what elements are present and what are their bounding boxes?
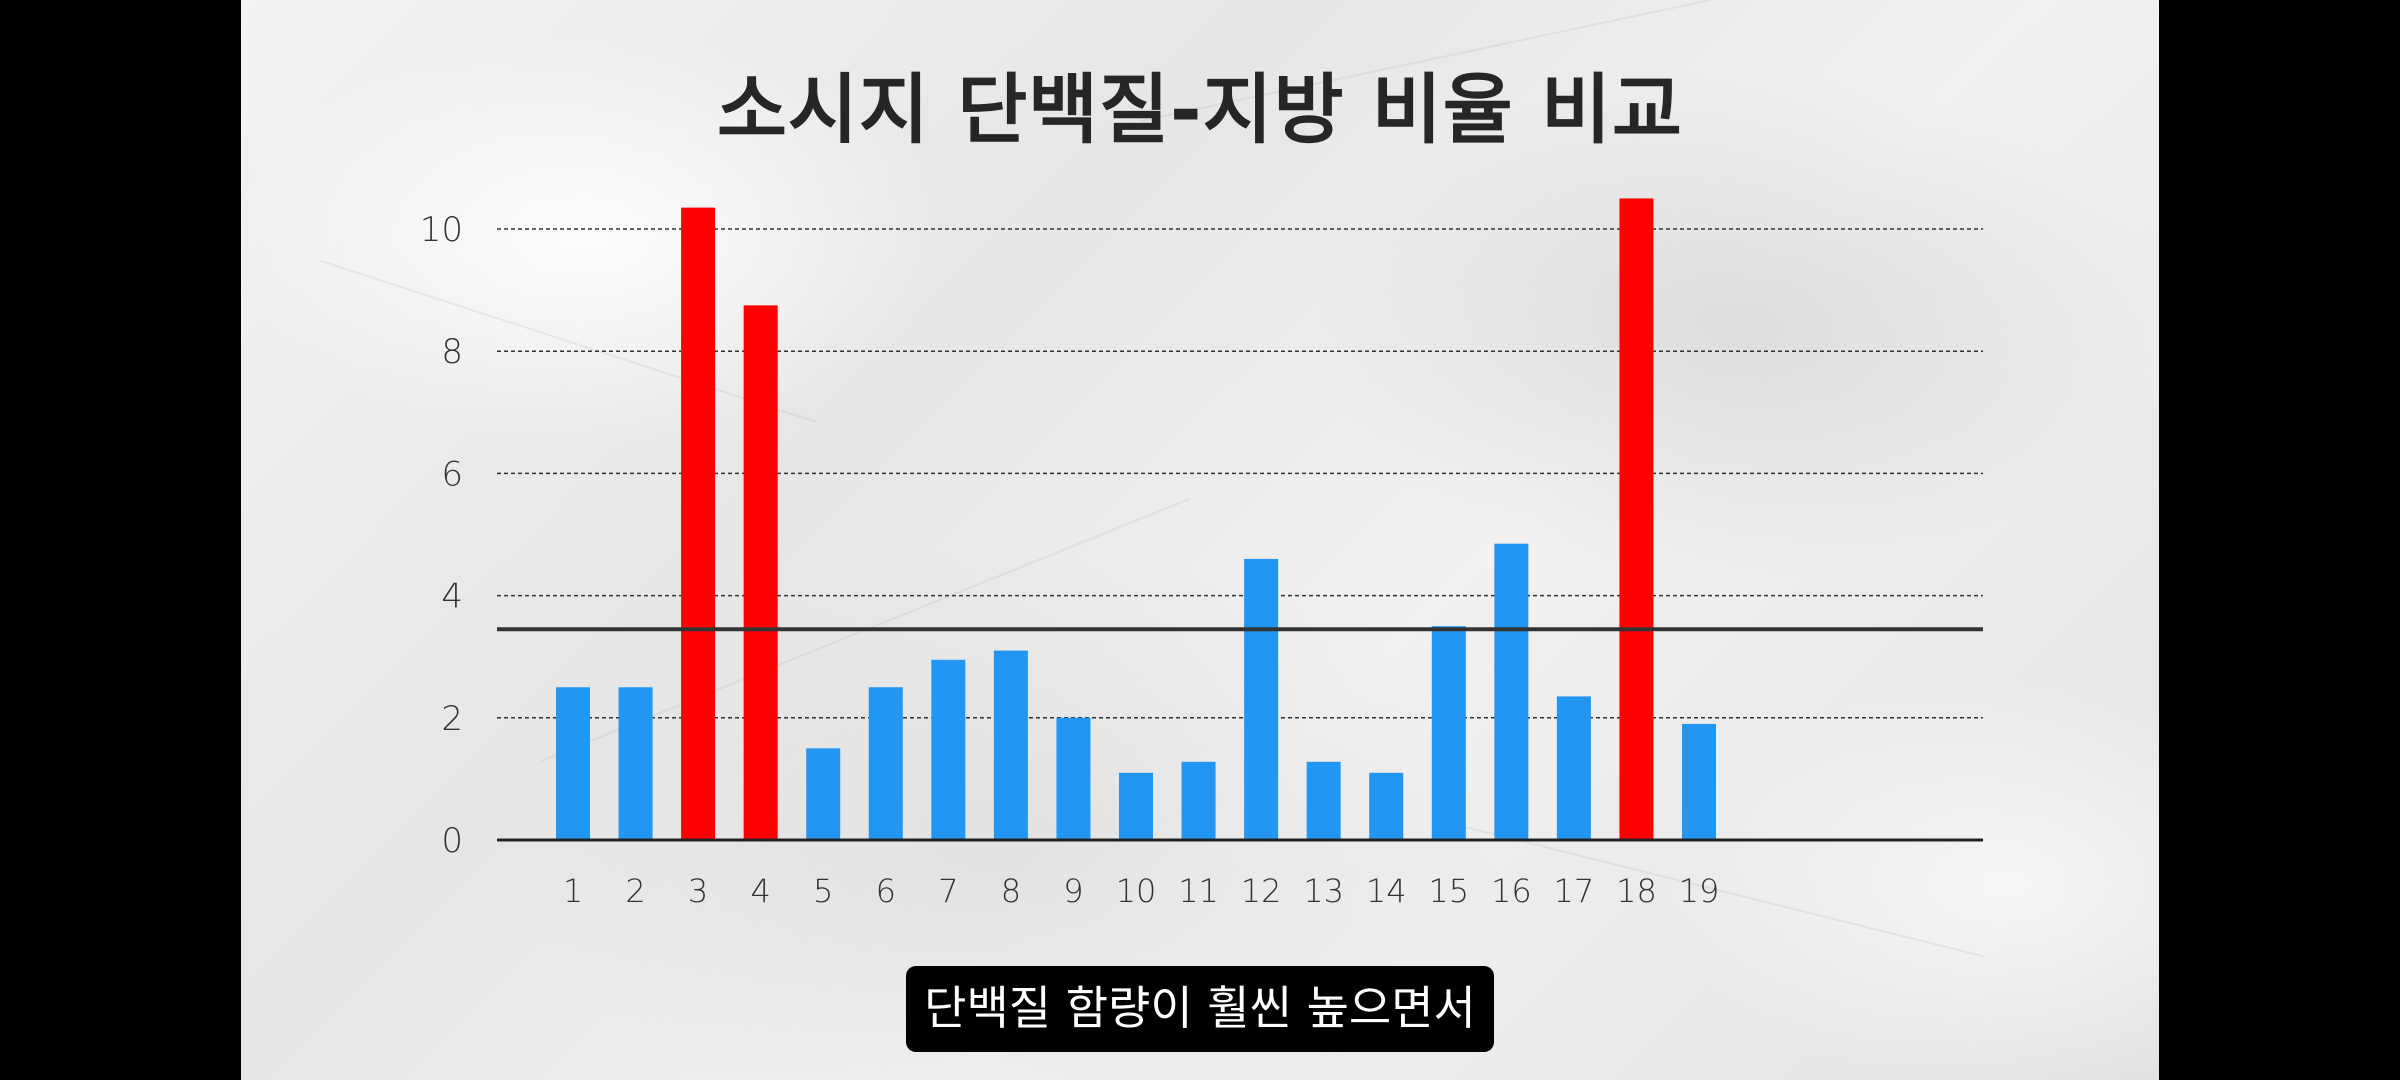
y-tick-label: 6 <box>441 454 463 494</box>
x-tick-label: 2 <box>625 872 645 910</box>
bar-highlighted <box>681 207 716 841</box>
y-tick-label: 8 <box>441 332 463 372</box>
x-tick-label: 9 <box>1063 872 1083 910</box>
y-tick-label: 4 <box>441 577 463 617</box>
x-tick-label: 1 <box>563 872 583 910</box>
bar <box>1181 761 1216 840</box>
bar <box>1494 543 1529 840</box>
gridlines <box>497 228 1983 719</box>
bar <box>1556 696 1591 840</box>
bar <box>1369 772 1404 840</box>
x-tick-label: 12 <box>1241 872 1282 910</box>
chart-title: 소시지 단백질-지방 비율 비교 <box>717 65 1683 154</box>
subtitle-caption-wrap: 단백질 함량이 훨씬 높으면서 <box>241 966 2159 1052</box>
x-tick-label: 16 <box>1491 872 1532 910</box>
bar <box>1056 717 1091 840</box>
x-tick-label: 7 <box>938 872 958 910</box>
x-tick-label: 10 <box>1116 872 1157 910</box>
bar <box>993 650 1028 840</box>
x-tick-label: 15 <box>1428 872 1469 910</box>
y-axis-ticks: 0 2 4 6 8 10 <box>420 210 463 861</box>
bar <box>1431 626 1466 840</box>
x-tick-label: 11 <box>1178 872 1219 910</box>
y-tick-label: 0 <box>441 821 463 861</box>
x-tick-label: 19 <box>1679 872 1720 910</box>
bars <box>556 198 1716 841</box>
bar <box>556 687 590 840</box>
x-tick-label: 13 <box>1303 872 1344 910</box>
x-tick-label: 18 <box>1616 872 1657 910</box>
x-axis-ticks: 1 2 3 4 5 6 7 8 9 10 11 12 13 14 15 16 17 18 19 <box>563 872 1720 910</box>
bar-highlighted <box>743 305 778 840</box>
x-tick-label: 4 <box>750 872 770 910</box>
y-tick-label: 10 <box>420 210 463 250</box>
x-tick-label: 3 <box>688 872 708 910</box>
subtitle-caption: 단백질 함량이 훨씬 높으면서 <box>906 966 1494 1052</box>
bar <box>806 748 841 840</box>
bar <box>1119 772 1153 840</box>
bar <box>868 687 903 840</box>
x-tick-label: 17 <box>1554 872 1595 910</box>
x-tick-label: 5 <box>813 872 833 910</box>
bar <box>1244 558 1279 840</box>
slide-background: 소시지 단백질-지방 비율 비교 0 2 4 6 8 10 1 2 3 4 5 6 7 8 9 10 11 12… <box>241 0 2159 1080</box>
bar <box>618 687 653 840</box>
x-tick-label: 14 <box>1366 872 1407 910</box>
x-tick-label: 8 <box>1001 872 1021 910</box>
bar <box>1682 723 1716 840</box>
bar <box>1306 761 1341 840</box>
x-tick-label: 6 <box>876 872 896 910</box>
y-tick-label: 2 <box>441 699 463 739</box>
bar-highlighted <box>1619 198 1654 840</box>
bar <box>931 659 966 840</box>
